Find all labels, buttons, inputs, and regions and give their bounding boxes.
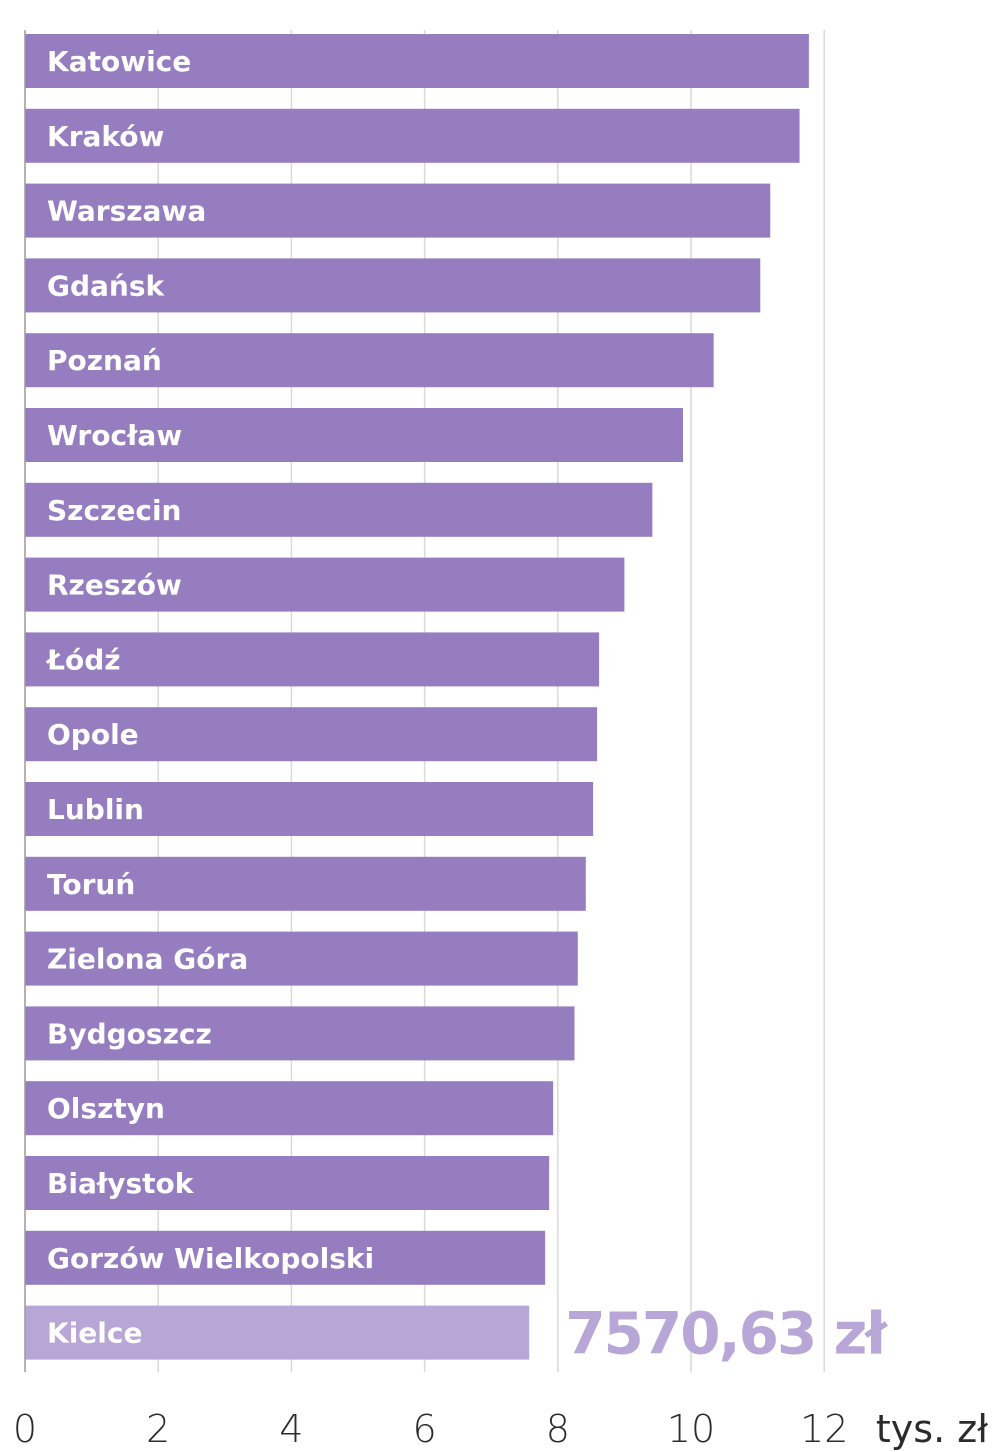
annotations: 7570,63 zł	[565, 1300, 890, 1368]
bar-label-3: Gdańsk	[47, 269, 166, 302]
bar-13	[25, 1006, 575, 1061]
bar-label-13: Bydgoszcz	[47, 1017, 212, 1050]
bar-0	[25, 34, 809, 88]
bar-label-14: Olsztyn	[47, 1092, 165, 1125]
bar-label-15: Białystok	[47, 1167, 195, 1200]
bar-12	[25, 931, 578, 986]
bar-6	[25, 482, 653, 537]
x-tick-label-8: 8	[546, 1407, 570, 1451]
bar-5	[25, 408, 684, 462]
bar-label-7: Rzeszów	[47, 569, 182, 602]
bar-label-5: Wrocław	[47, 419, 182, 452]
bar-label-8: Łódź	[45, 643, 121, 676]
bar-label-12: Zielona Góra	[47, 943, 248, 976]
bar-10	[25, 782, 594, 836]
bar-label-1: Kraków	[47, 120, 164, 153]
bar-17	[25, 1305, 530, 1360]
bar-label-0: Katowice	[47, 45, 191, 78]
x-tick-label-12: 12	[800, 1407, 848, 1451]
bar-11	[25, 856, 586, 911]
highlight-value-label: 7570,63 zł	[565, 1300, 888, 1368]
x-tick-label-4: 4	[279, 1407, 303, 1451]
bar-label-2: Warszawa	[47, 195, 206, 228]
x-axis: 0 2 4 6 8 10 12 tys. zł	[13, 30, 988, 1451]
bar-label-4: Poznań	[47, 344, 162, 377]
bar-16	[25, 1230, 546, 1285]
bars: Katowice Kraków Warszawa Gdańsk Poznań Wrocła…	[25, 34, 809, 1360]
gridlines	[157, 30, 825, 1372]
bar-2	[25, 183, 771, 238]
bar-9	[25, 707, 598, 762]
bar-label-6: Szczecin	[47, 494, 181, 527]
bar-1	[25, 108, 800, 163]
bar-label-16: Gorzów Wielkopolski	[47, 1242, 374, 1275]
x-axis-unit-label: tys. zł	[876, 1407, 988, 1451]
bar-15	[25, 1156, 550, 1210]
bar-label-9: Opole	[47, 718, 139, 751]
bar-label-10: Lublin	[47, 793, 144, 826]
bar-14	[25, 1081, 554, 1136]
bar-4	[25, 333, 714, 388]
x-tick-label-2: 2	[146, 1407, 170, 1451]
bar-label-11: Toruń	[47, 868, 135, 901]
x-tick-label-10: 10	[667, 1407, 715, 1451]
bar-label-17: Kielce	[47, 1317, 142, 1350]
bar-3	[25, 258, 761, 313]
x-tick-label-6: 6	[413, 1407, 437, 1451]
bar-8	[25, 632, 600, 687]
x-tick-label-0: 0	[13, 1407, 37, 1451]
bar-7	[25, 557, 625, 612]
